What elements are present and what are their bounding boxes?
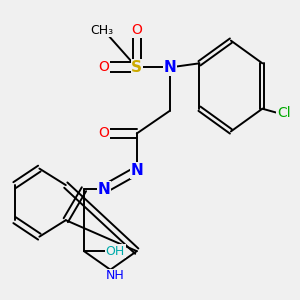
Text: NH: NH: [106, 269, 125, 282]
Text: N: N: [164, 60, 176, 75]
Text: N: N: [130, 163, 143, 178]
Text: Cl: Cl: [277, 106, 291, 120]
Text: O: O: [131, 23, 142, 37]
Text: N: N: [98, 182, 110, 197]
Text: O: O: [98, 60, 109, 74]
Text: OH: OH: [106, 244, 125, 258]
Text: S: S: [131, 60, 142, 75]
Text: CH₃: CH₃: [91, 24, 114, 37]
Text: O: O: [98, 127, 109, 140]
